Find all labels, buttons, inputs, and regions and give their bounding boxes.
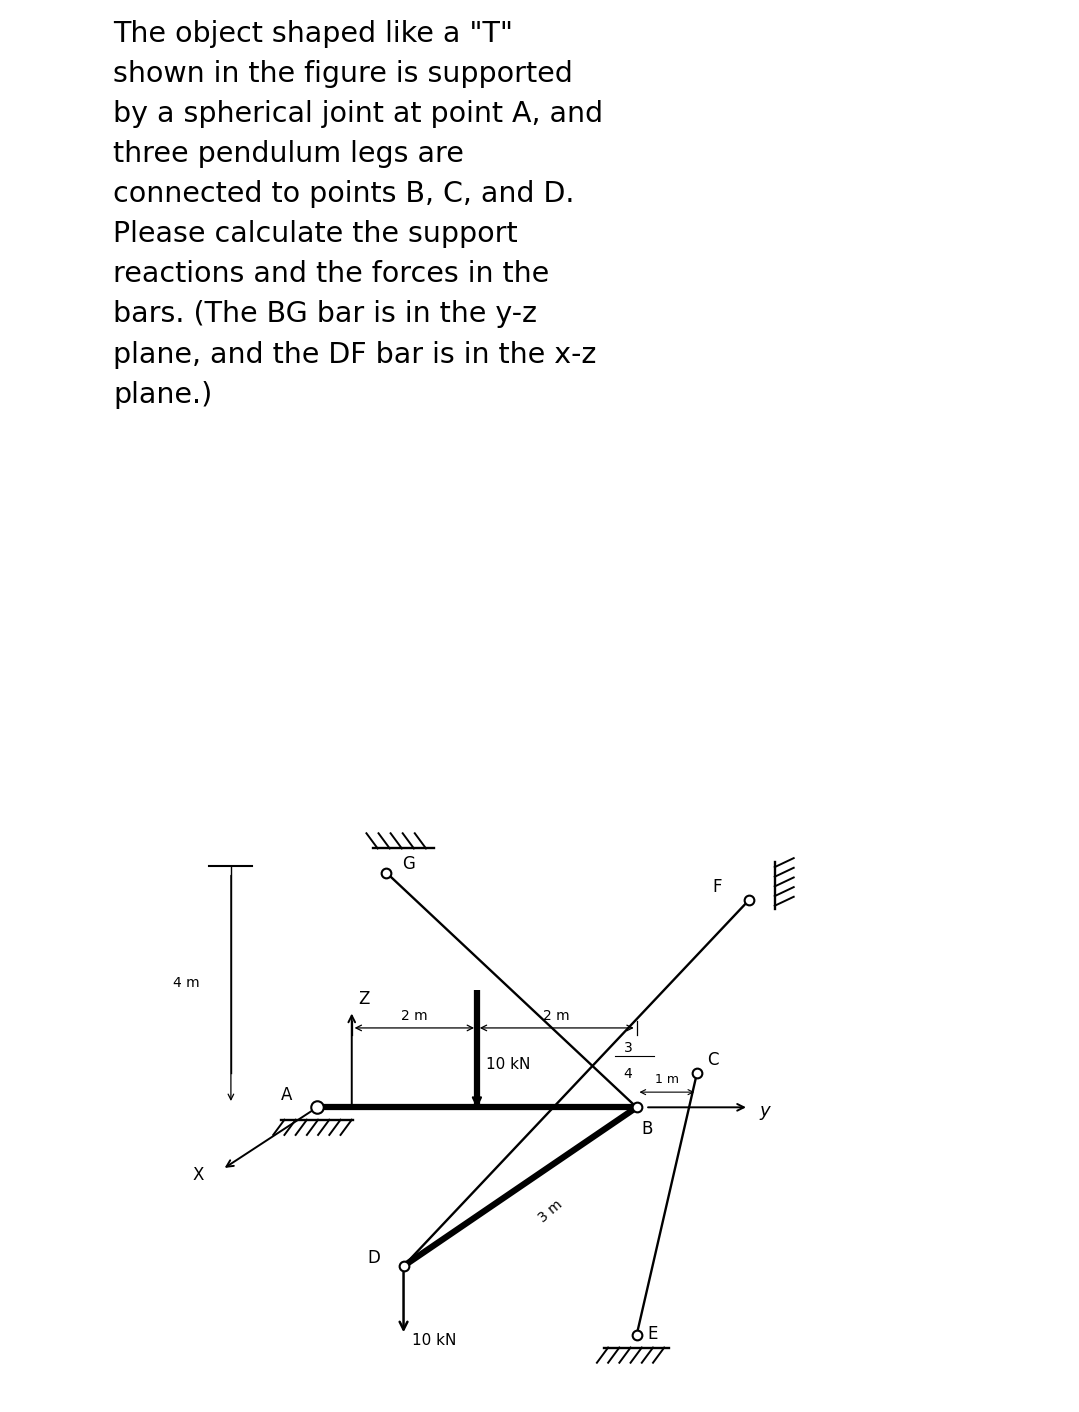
Text: 2 m: 2 m xyxy=(544,1008,570,1022)
Text: A: A xyxy=(281,1086,292,1104)
Text: E: E xyxy=(647,1324,657,1343)
Text: y: y xyxy=(760,1101,769,1120)
Text: 3 m: 3 m xyxy=(535,1197,565,1224)
Text: 10 kN: 10 kN xyxy=(486,1058,530,1072)
Text: 3: 3 xyxy=(624,1041,632,1055)
Text: Z: Z xyxy=(358,990,370,1008)
Text: C: C xyxy=(708,1051,719,1069)
Text: B: B xyxy=(641,1120,653,1138)
Text: 2 m: 2 m xyxy=(401,1008,427,1022)
Text: D: D xyxy=(367,1248,380,1267)
Text: 4: 4 xyxy=(624,1066,632,1080)
Text: X: X xyxy=(192,1166,204,1183)
Text: 10 kN: 10 kN xyxy=(412,1333,456,1348)
Text: 1 m: 1 m xyxy=(655,1073,679,1086)
Text: F: F xyxy=(712,878,722,897)
Text: 4 m: 4 m xyxy=(173,976,200,990)
Text: The object shaped like a "T"
shown in the figure is supported
by a spherical joi: The object shaped like a "T" shown in th… xyxy=(113,20,603,408)
Text: G: G xyxy=(401,856,414,873)
